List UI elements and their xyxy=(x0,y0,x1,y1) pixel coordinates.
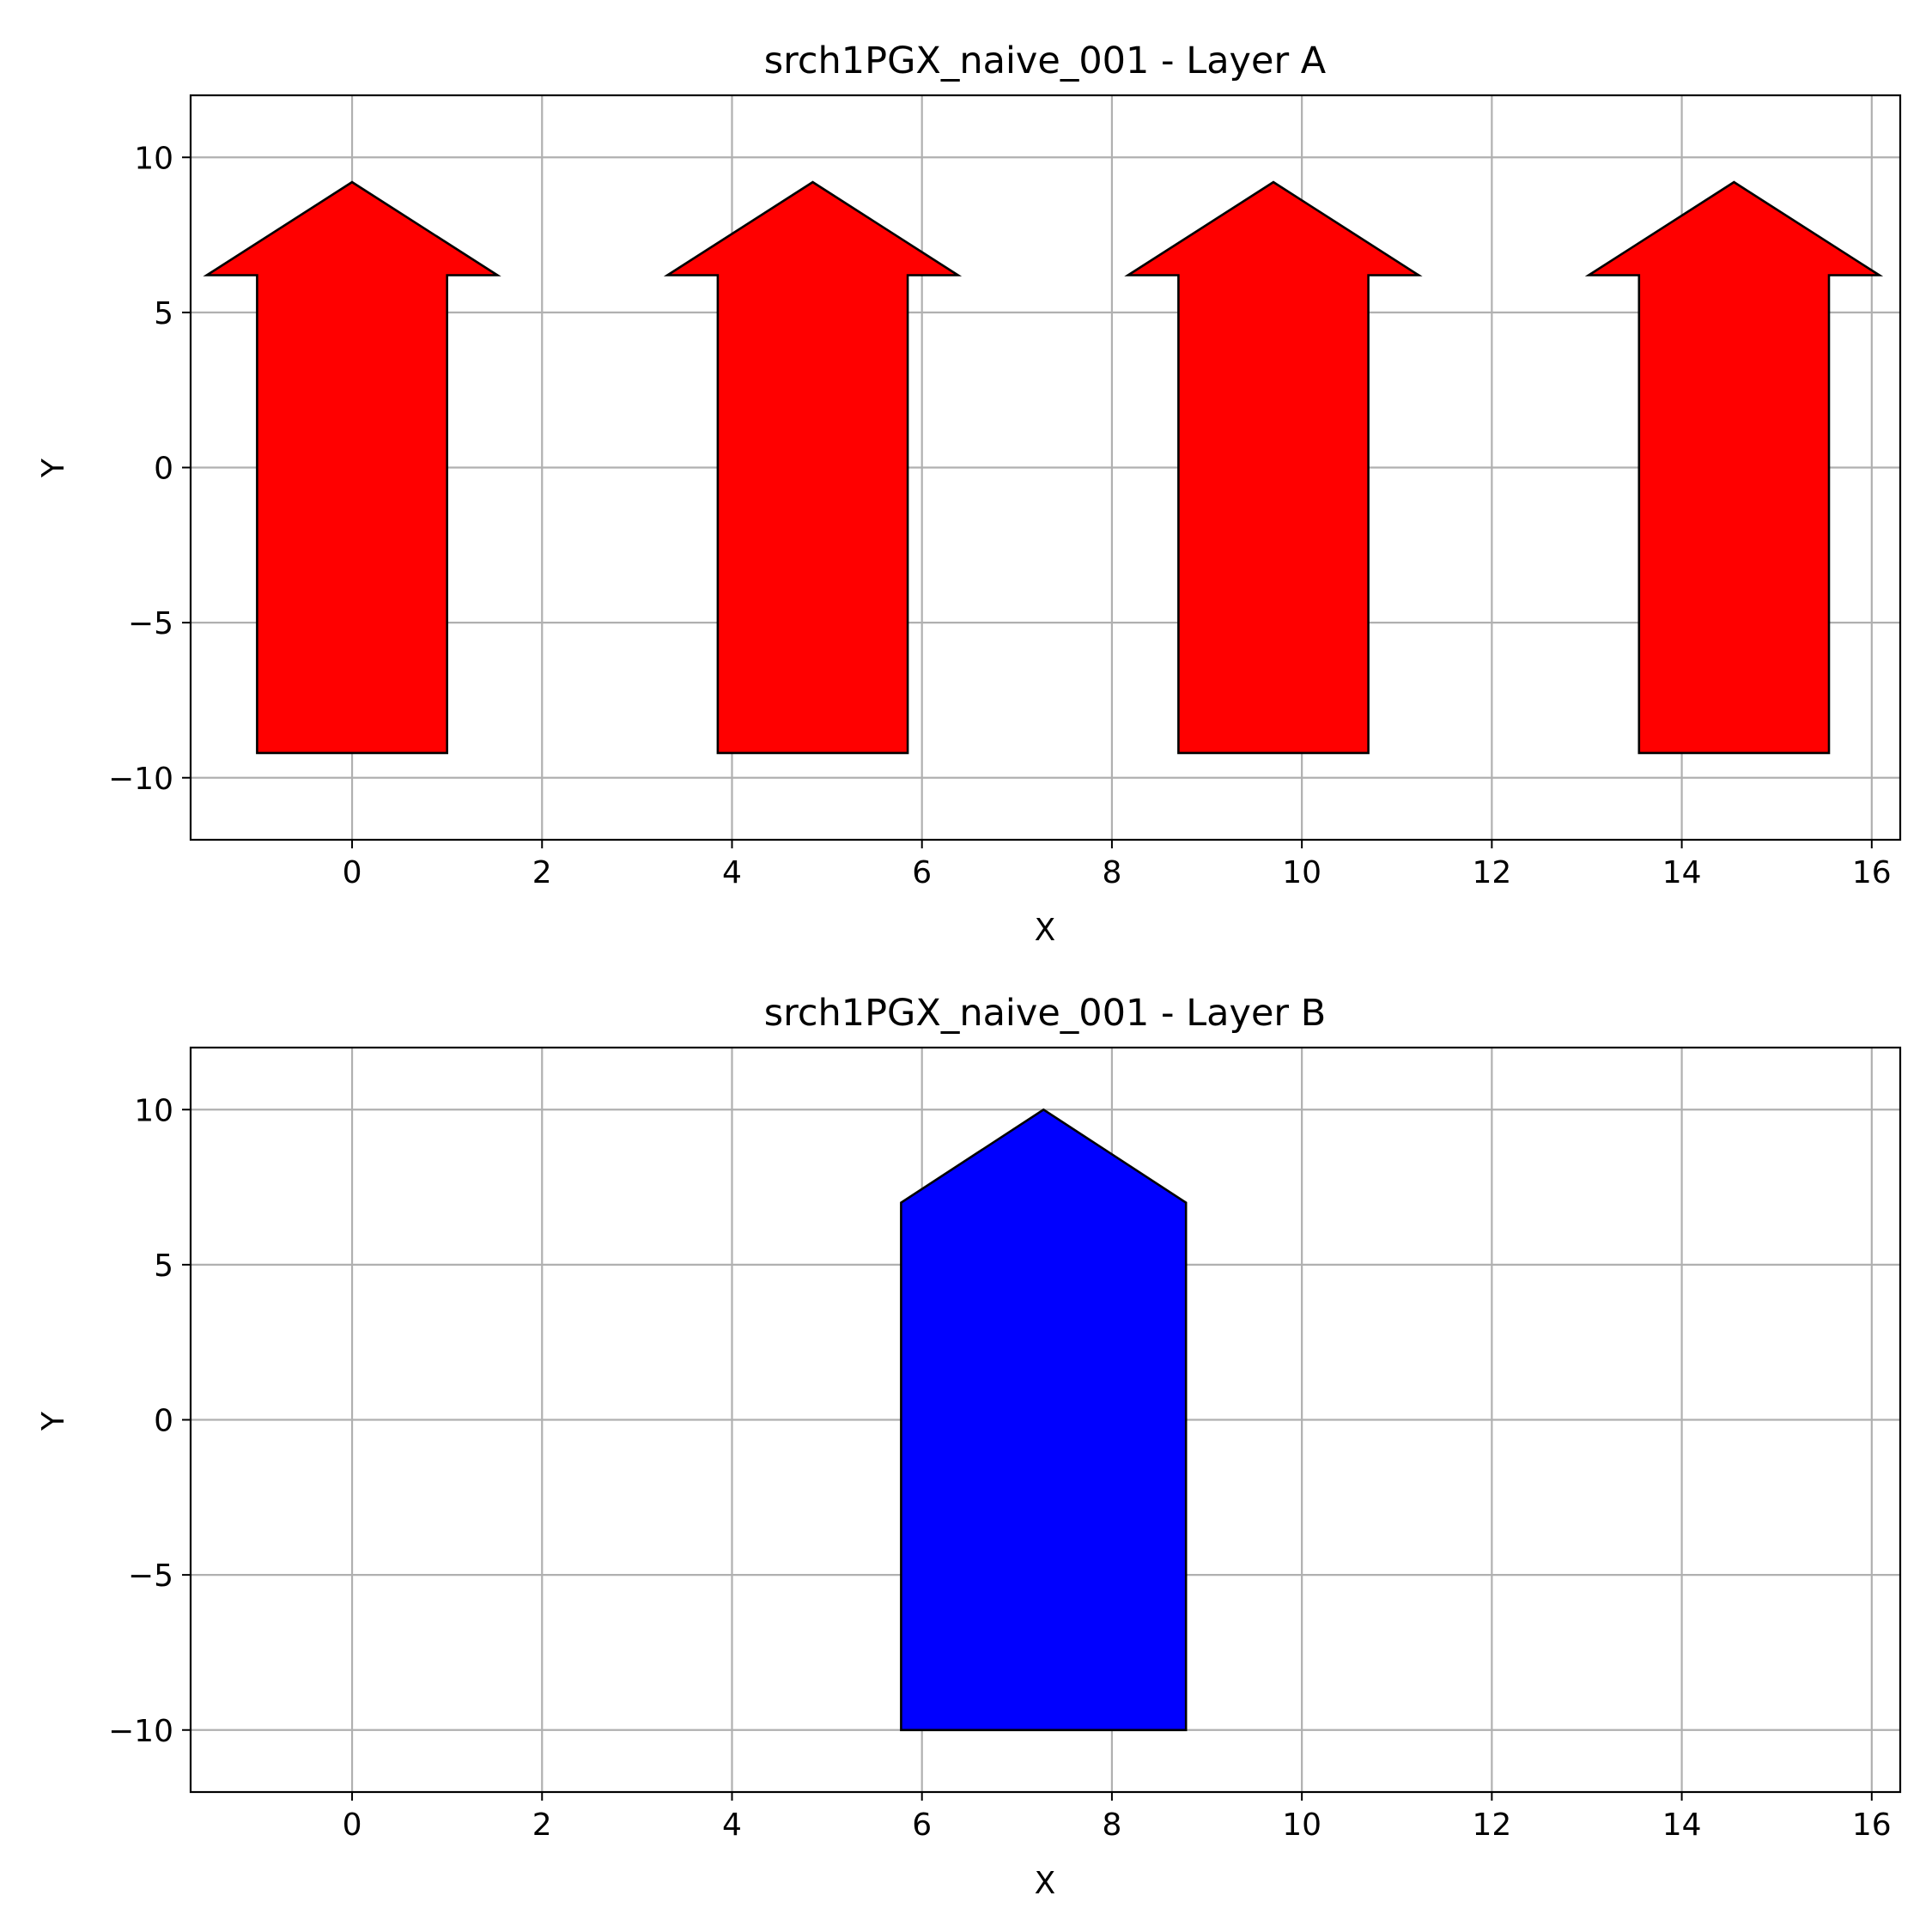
polygon-layer xyxy=(900,1108,1188,1732)
y-tick-label: −5 xyxy=(128,606,173,641)
x-tick-label: 6 xyxy=(912,1807,932,1843)
x-tick-label: 2 xyxy=(532,1807,552,1843)
y-axis-label: Y xyxy=(36,1411,71,1431)
panel-layer-a: srch1PGX_naive_001 - Layer A 0 2 4 6 8 10 12 14… xyxy=(36,39,1902,948)
x-axis: 0 2 4 6 8 10 12 14 16 xyxy=(343,840,1892,890)
x-tick-label: 12 xyxy=(1472,855,1511,890)
y-tick-label: 5 xyxy=(154,1249,173,1284)
x-tick-label: 16 xyxy=(1852,855,1892,890)
y-tick-label: −10 xyxy=(108,762,173,797)
y-tick-label: 5 xyxy=(154,296,173,331)
x-tick-label: 8 xyxy=(1102,1807,1121,1843)
x-tick-label: 10 xyxy=(1282,855,1321,890)
x-axis-label: X xyxy=(1035,913,1056,948)
shape-arrow-1 xyxy=(203,180,501,755)
x-tick-label: 4 xyxy=(722,1807,742,1843)
y-tick-label: 0 xyxy=(154,452,173,487)
x-tick-label: 12 xyxy=(1472,1807,1511,1843)
x-tick-label: 14 xyxy=(1662,855,1702,890)
x-axis-label: X xyxy=(1035,1866,1056,1901)
y-axis-label: Y xyxy=(36,458,71,478)
x-tick-label: 14 xyxy=(1662,1807,1702,1843)
x-tick-label: 16 xyxy=(1852,1807,1892,1843)
y-axis: −10 −5 0 5 10 xyxy=(108,1093,191,1749)
chart-title: srch1PGX_naive_001 - Layer A xyxy=(764,39,1327,82)
shape-arrow-3 xyxy=(1124,180,1423,755)
y-tick-label: 10 xyxy=(134,141,173,176)
x-tick-label: 0 xyxy=(343,855,362,890)
x-axis: 0 2 4 6 8 10 12 14 16 xyxy=(343,1792,1892,1843)
x-tick-label: 4 xyxy=(722,855,742,890)
x-tick-label: 10 xyxy=(1282,1807,1321,1843)
y-tick-label: −10 xyxy=(108,1714,173,1749)
shape-arrow-2 xyxy=(663,180,963,755)
y-tick-label: 10 xyxy=(134,1093,173,1128)
polygon-layer xyxy=(203,180,1884,755)
shape-arrow-4 xyxy=(1584,180,1884,755)
x-tick-label: 6 xyxy=(912,855,932,890)
panel-layer-b: srch1PGX_naive_001 - Layer B 0 2 4 6 8 10 12 14… xyxy=(36,992,1902,1901)
x-tick-label: 8 xyxy=(1102,855,1121,890)
y-tick-label: −5 xyxy=(128,1558,173,1594)
y-axis: −10 −5 0 5 10 xyxy=(108,141,191,797)
y-tick-label: 0 xyxy=(154,1404,173,1439)
x-tick-label: 2 xyxy=(532,855,552,890)
x-tick-label: 0 xyxy=(343,1807,362,1843)
shape-pentagon xyxy=(900,1108,1188,1732)
chart-title: srch1PGX_naive_001 - Layer B xyxy=(764,992,1327,1035)
